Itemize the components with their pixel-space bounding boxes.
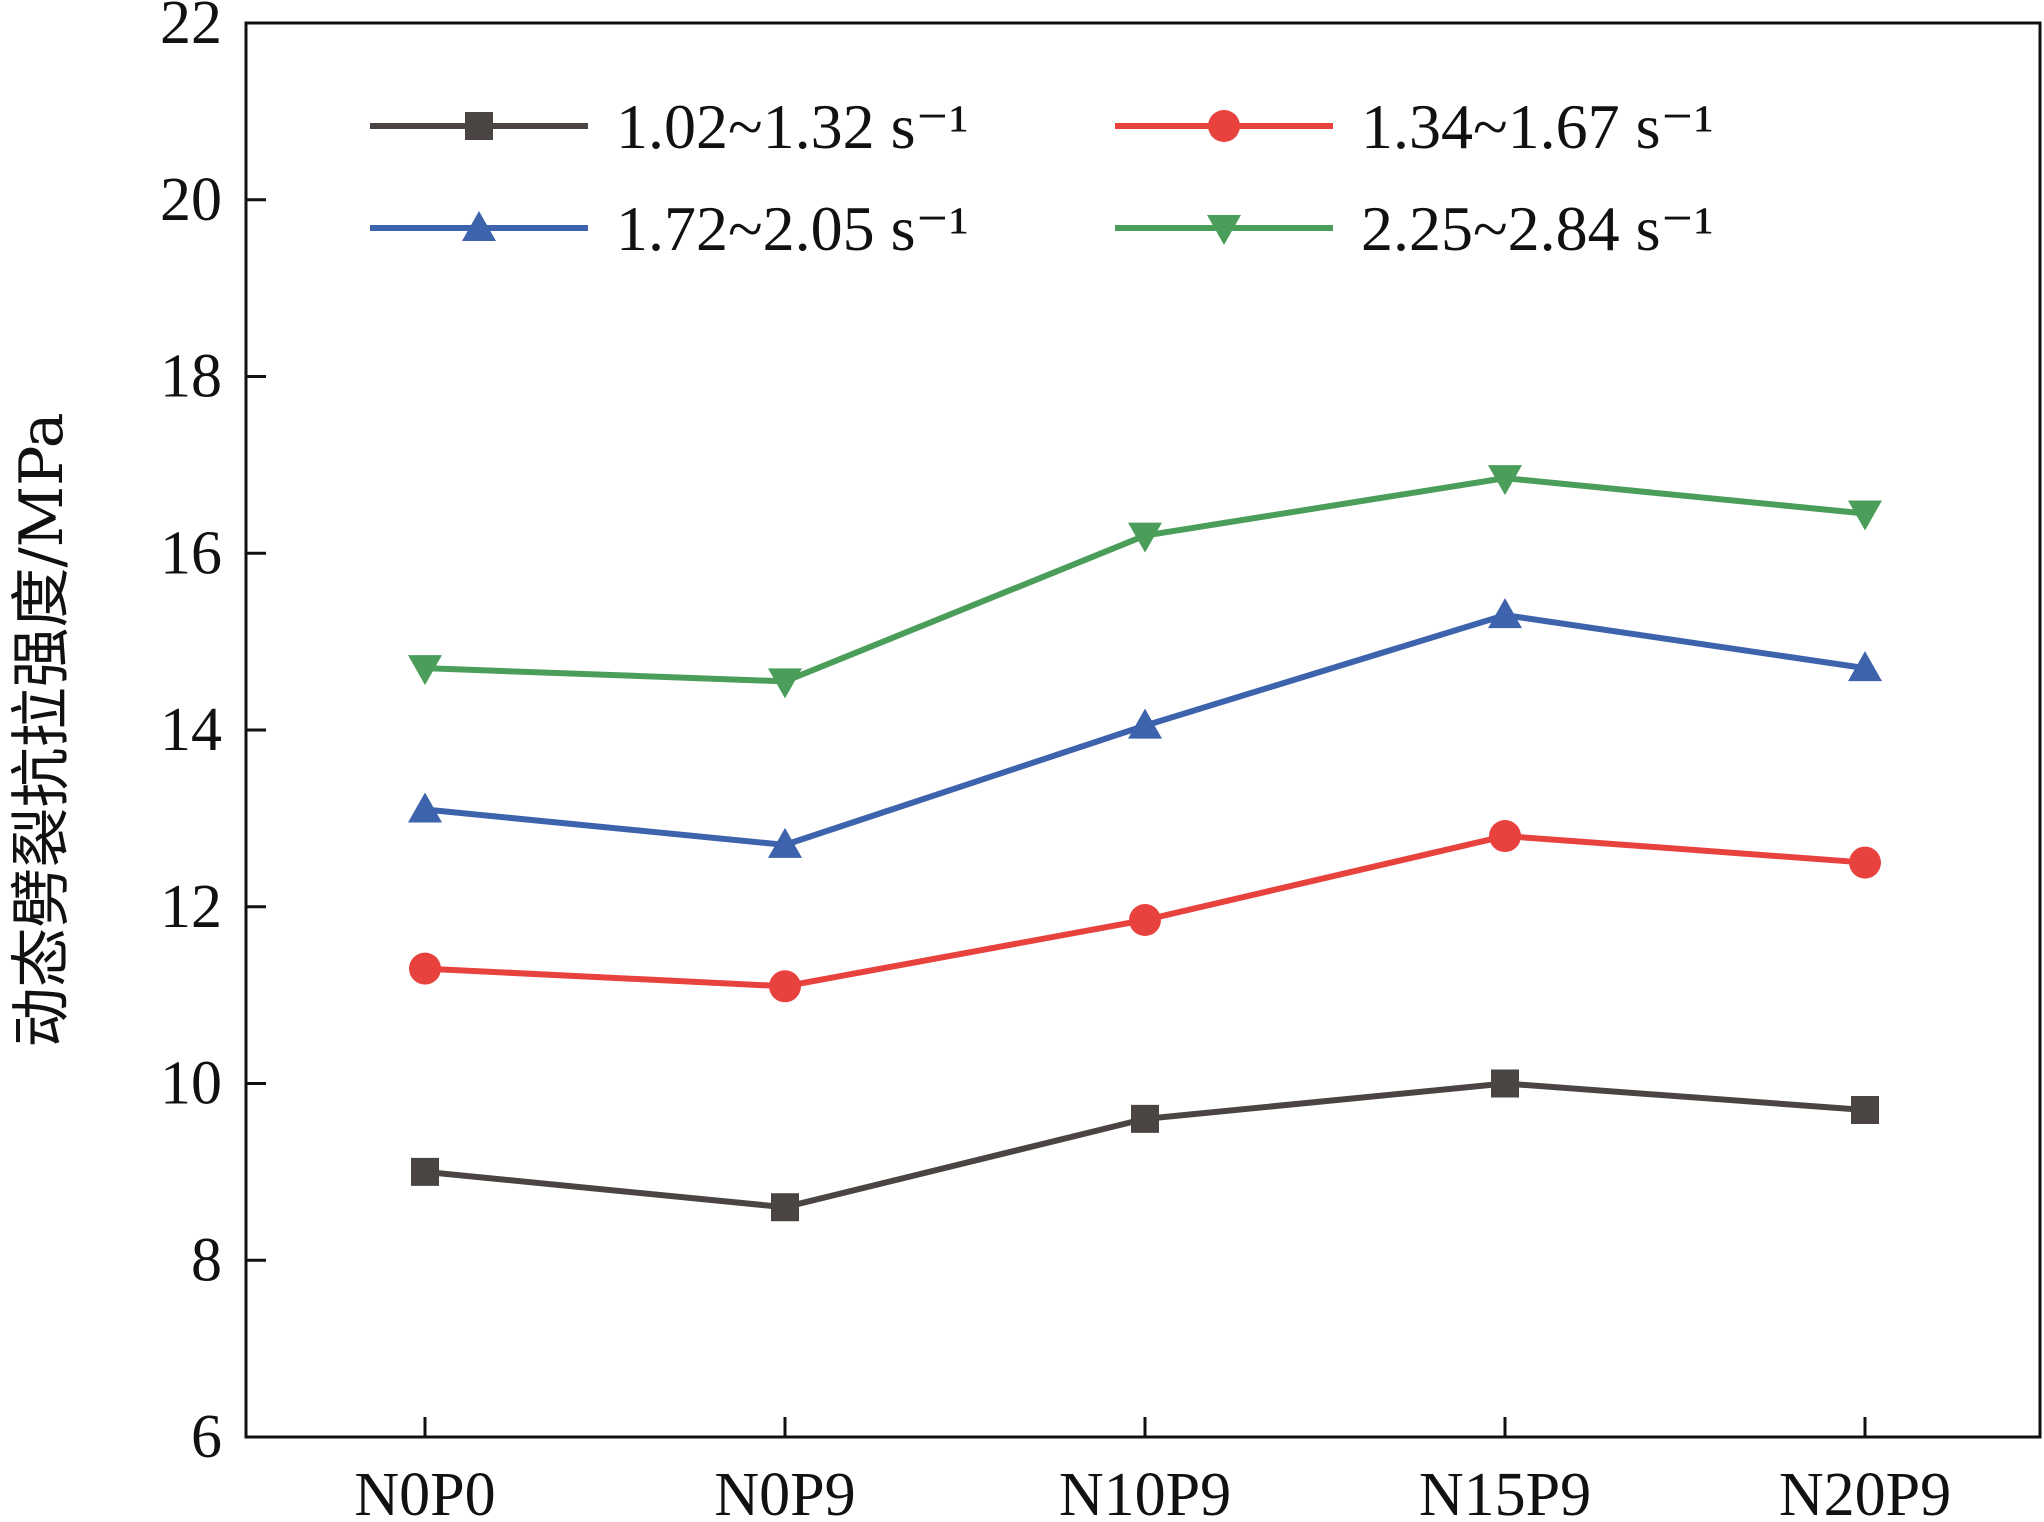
data-point <box>769 970 801 1003</box>
x-tick-label: N20P9 <box>1779 1461 1951 1522</box>
data-point <box>1128 708 1162 739</box>
data-point <box>409 952 441 985</box>
series-line-4 <box>424 475 1866 685</box>
data-point <box>768 827 802 858</box>
data-point <box>1851 1096 1879 1125</box>
x-tick-label: N15P9 <box>1419 1461 1591 1522</box>
data-point <box>1131 1104 1159 1133</box>
y-tick-label: 20 <box>160 166 222 234</box>
y-axis-title: 动态劈裂抗拉强度/MPa <box>7 412 77 1047</box>
data-point <box>408 655 442 686</box>
data-point <box>1491 1069 1519 1098</box>
y-tick-label: 12 <box>160 873 222 941</box>
x-tick-label: N0P9 <box>714 1461 855 1522</box>
data-point <box>1129 904 1161 937</box>
data-point <box>768 668 802 699</box>
data-point <box>408 792 442 823</box>
y-tick-label: 22 <box>160 0 222 57</box>
y-tick-label: 16 <box>160 519 222 587</box>
series-line-1 <box>424 1080 1866 1211</box>
data-point <box>1128 522 1162 553</box>
data-point <box>1848 651 1882 682</box>
legend-label: 1.02~1.32 s⁻¹ <box>616 91 969 162</box>
legend-marker <box>1208 110 1240 142</box>
legend-label: 1.72~2.05 s⁻¹ <box>616 193 969 264</box>
y-tick-label: 8 <box>191 1226 222 1294</box>
legend-marker <box>1207 215 1241 245</box>
data-point <box>771 1193 799 1222</box>
y-tick-label: 18 <box>160 343 222 411</box>
data-point <box>1849 846 1881 879</box>
y-tick-label: 10 <box>160 1050 222 1118</box>
data-point <box>1848 500 1882 531</box>
data-point <box>1489 820 1521 853</box>
legend-marker <box>465 112 493 140</box>
x-tick-label: N0P0 <box>354 1461 495 1522</box>
legend-marker <box>462 211 496 241</box>
y-tick-label: 14 <box>160 696 222 764</box>
data-point <box>411 1157 439 1186</box>
y-tick-label: 6 <box>191 1403 222 1471</box>
data-point <box>1488 598 1522 629</box>
legend-label: 2.25~2.84 s⁻¹ <box>1361 193 1714 264</box>
data-point <box>1488 465 1522 496</box>
x-tick-label: N10P9 <box>1059 1461 1231 1522</box>
legend-label: 1.34~1.67 s⁻¹ <box>1361 91 1714 162</box>
